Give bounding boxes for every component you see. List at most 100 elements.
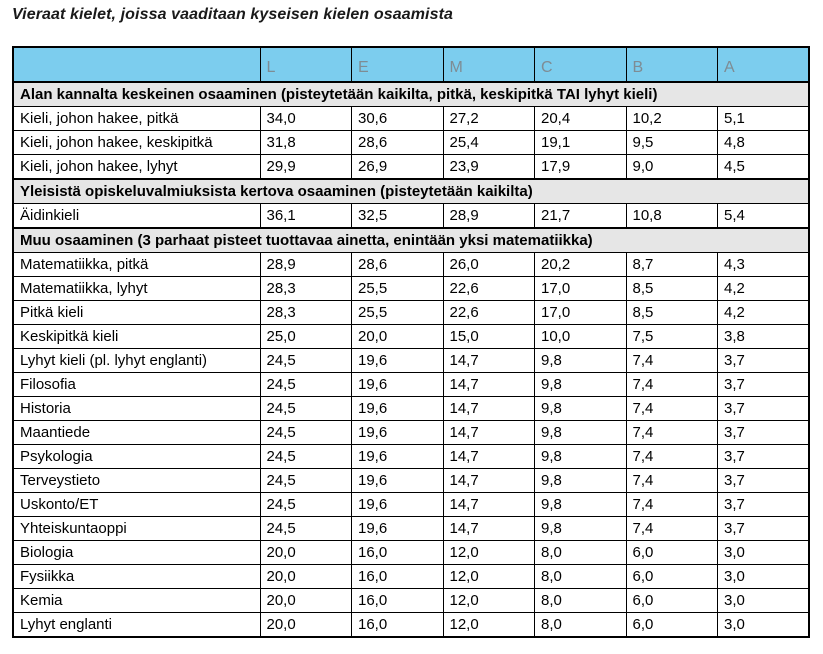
value-cell-m: 14,7 <box>442 444 535 469</box>
value-cell-a: 3,7 <box>717 420 810 445</box>
value-cell-l: 24,5 <box>259 396 352 421</box>
value-cell-b: 8,5 <box>625 276 718 301</box>
value-cell-e: 16,0 <box>351 612 444 638</box>
row-label: Psykologia <box>12 444 261 469</box>
value-cell-a: 3,7 <box>717 492 810 517</box>
value-cell-m: 28,9 <box>442 203 535 229</box>
value-cell-l: 20,0 <box>259 588 352 613</box>
value-cell-b: 8,7 <box>625 252 718 277</box>
row-label: Matematiikka, pitkä <box>12 252 261 277</box>
value-cell-e: 32,5 <box>351 203 444 229</box>
section-row: Yleisistä opiskeluvalmiuksista kertova o… <box>12 178 810 204</box>
value-cell-m: 14,7 <box>442 348 535 373</box>
value-cell-l: 24,5 <box>259 444 352 469</box>
section-row: Alan kannalta keskeinen osaaminen (piste… <box>12 81 810 107</box>
value-cell-l: 24,5 <box>259 492 352 517</box>
value-cell-c: 21,7 <box>534 203 627 229</box>
row-label: Terveystieto <box>12 468 261 493</box>
value-cell-a: 4,2 <box>717 300 810 325</box>
value-cell-l: 28,3 <box>259 300 352 325</box>
row-label: Lyhyt kieli (pl. lyhyt englanti) <box>12 348 261 373</box>
value-cell-m: 14,7 <box>442 516 535 541</box>
grade-header-m: M <box>442 46 535 83</box>
value-cell-e: 19,6 <box>351 348 444 373</box>
value-cell-e: 25,5 <box>351 276 444 301</box>
value-cell-e: 19,6 <box>351 372 444 397</box>
row-label: Fysiikka <box>12 564 261 589</box>
row-label: Historia <box>12 396 261 421</box>
table-row: Kieli, johon hakee, pitkä 34,0 30,6 27,2 20,… <box>12 106 810 131</box>
page-title: Vieraat kielet, joissa vaaditaan kyseise… <box>12 6 454 23</box>
value-cell-a: 3,0 <box>717 612 810 638</box>
value-cell-a: 3,7 <box>717 348 810 373</box>
value-cell-m: 12,0 <box>442 588 535 613</box>
table-row: Psykologia 24,5 19,6 14,7 9,8 7,4 3,7 <box>12 444 810 469</box>
value-cell-m: 14,7 <box>442 372 535 397</box>
value-cell-c: 19,1 <box>534 130 627 155</box>
value-cell-a: 3,8 <box>717 324 810 349</box>
value-cell-b: 7,4 <box>625 492 718 517</box>
value-cell-m: 26,0 <box>442 252 535 277</box>
row-label: Äidinkieli <box>12 203 261 229</box>
value-cell-l: 36,1 <box>259 203 352 229</box>
value-cell-a: 4,8 <box>717 130 810 155</box>
value-cell-c: 10,0 <box>534 324 627 349</box>
value-cell-e: 20,0 <box>351 324 444 349</box>
grade-header-a: A <box>717 46 810 83</box>
value-cell-e: 19,6 <box>351 420 444 445</box>
value-cell-l: 29,9 <box>259 154 352 180</box>
row-label: Kieli, johon hakee, lyhyt <box>12 154 261 180</box>
value-cell-l: 28,3 <box>259 276 352 301</box>
value-cell-c: 9,8 <box>534 516 627 541</box>
table-row: Uskonto/ET 24,5 19,6 14,7 9,8 7,4 3,7 <box>12 492 810 517</box>
table-row: Lyhyt kieli (pl. lyhyt englanti) 24,5 19,6… <box>12 348 810 373</box>
value-cell-a: 3,7 <box>717 516 810 541</box>
value-cell-c: 20,4 <box>534 106 627 131</box>
value-cell-l: 25,0 <box>259 324 352 349</box>
value-cell-a: 4,5 <box>717 154 810 180</box>
table-row: Kemia 20,0 16,0 12,0 8,0 6,0 3,0 <box>12 588 810 613</box>
section-label: Muu osaaminen (3 parhaat pisteet tuottav… <box>12 227 810 253</box>
value-cell-b: 7,4 <box>625 444 718 469</box>
value-cell-e: 28,6 <box>351 130 444 155</box>
value-cell-c: 9,8 <box>534 348 627 373</box>
row-label: Kieli, johon hakee, pitkä <box>12 106 261 131</box>
table-row: Äidinkieli 36,1 32,5 28,9 21,7 10,8 5,4 <box>12 203 810 229</box>
value-cell-c: 9,8 <box>534 444 627 469</box>
value-cell-b: 7,4 <box>625 516 718 541</box>
value-cell-c: 8,0 <box>534 540 627 565</box>
table-row: Fysiikka 20,0 16,0 12,0 8,0 6,0 3,0 <box>12 564 810 589</box>
value-cell-l: 20,0 <box>259 540 352 565</box>
value-cell-e: 19,6 <box>351 468 444 493</box>
value-cell-e: 19,6 <box>351 516 444 541</box>
table-row: Lyhyt englanti 20,0 16,0 12,0 8,0 6,0 3,0 <box>12 612 810 638</box>
value-cell-a: 4,2 <box>717 276 810 301</box>
table-row: Kieli, johon hakee, lyhyt 29,9 26,9 23,9 17,… <box>12 154 810 180</box>
value-cell-a: 3,0 <box>717 540 810 565</box>
grade-header-l: L <box>259 46 352 83</box>
value-cell-c: 17,0 <box>534 300 627 325</box>
table-row: Pitkä kieli 28,3 25,5 22,6 17,0 8,5 4,2 <box>12 300 810 325</box>
row-label: Matematiikka, lyhyt <box>12 276 261 301</box>
value-cell-b: 6,0 <box>625 564 718 589</box>
value-cell-l: 24,5 <box>259 420 352 445</box>
value-cell-e: 28,6 <box>351 252 444 277</box>
value-cell-m: 25,4 <box>442 130 535 155</box>
value-cell-c: 8,0 <box>534 612 627 638</box>
row-label: Biologia <box>12 540 261 565</box>
empty-header-cell <box>12 46 261 83</box>
row-label: Lyhyt englanti <box>12 612 261 638</box>
grade-header-c: C <box>534 46 627 83</box>
value-cell-m: 14,7 <box>442 420 535 445</box>
table-row: Biologia 20,0 16,0 12,0 8,0 6,0 3,0 <box>12 540 810 565</box>
value-cell-c: 8,0 <box>534 564 627 589</box>
value-cell-b: 7,4 <box>625 372 718 397</box>
value-cell-c: 20,2 <box>534 252 627 277</box>
value-cell-l: 31,8 <box>259 130 352 155</box>
table-row: Filosofia 24,5 19,6 14,7 9,8 7,4 3,7 <box>12 372 810 397</box>
value-cell-l: 24,5 <box>259 516 352 541</box>
value-cell-c: 9,8 <box>534 492 627 517</box>
row-label: Keskipitkä kieli <box>12 324 261 349</box>
row-label: Uskonto/ET <box>12 492 261 517</box>
